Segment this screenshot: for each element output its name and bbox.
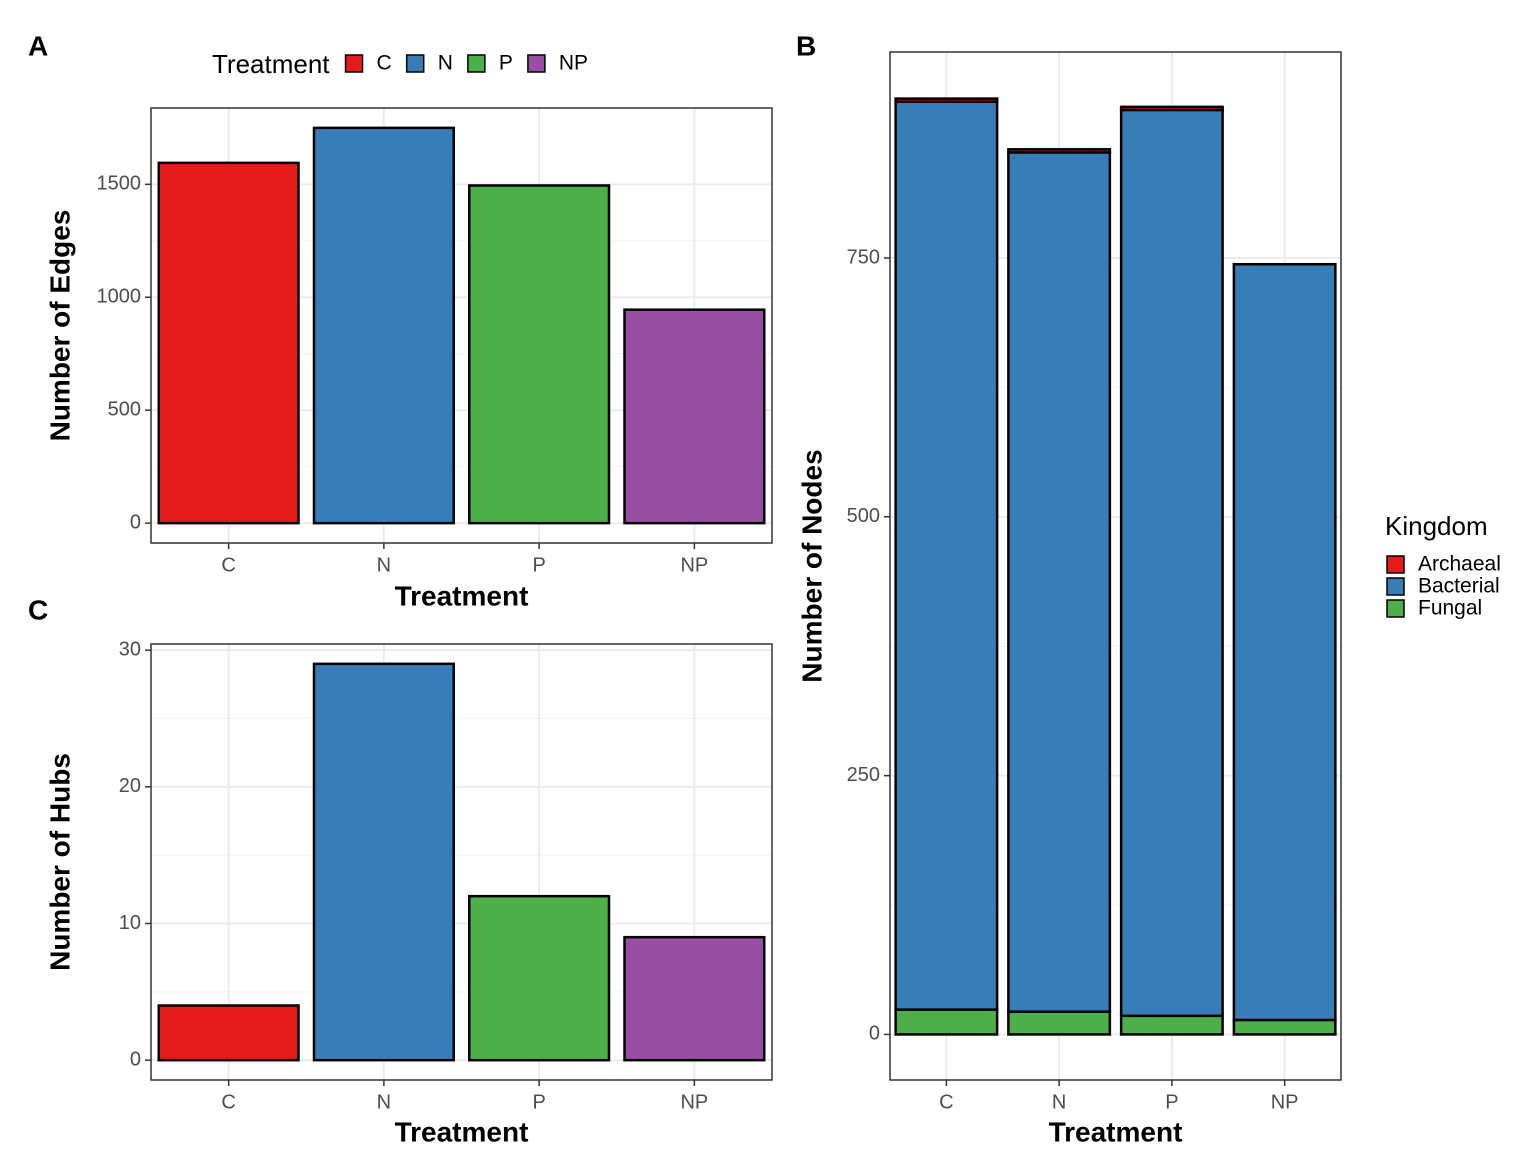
x-tick-label: N bbox=[1052, 1091, 1066, 1113]
bar bbox=[157, 1004, 300, 1062]
y-axis-title: Number of Nodes bbox=[796, 449, 827, 682]
y-axis-title: Number of Hubs bbox=[44, 753, 75, 971]
bar bbox=[623, 935, 766, 1062]
bar-segment bbox=[1007, 1010, 1112, 1036]
panel-border bbox=[150, 107, 773, 544]
x-tick-label: NP bbox=[680, 554, 708, 576]
x-tick-label: NP bbox=[1271, 1091, 1299, 1113]
legend-key bbox=[1386, 555, 1405, 574]
legend-label: N bbox=[438, 52, 453, 75]
legend-key bbox=[1386, 577, 1405, 596]
x-axis-title: Treatment bbox=[395, 1116, 529, 1147]
bar-segment bbox=[894, 1008, 999, 1036]
legend-label: C bbox=[377, 52, 392, 75]
bar bbox=[312, 126, 455, 525]
legend-key bbox=[344, 54, 364, 73]
bar bbox=[157, 161, 300, 525]
legend-key bbox=[405, 54, 425, 73]
bar-segment bbox=[1007, 151, 1112, 1013]
bar-segment bbox=[1232, 1018, 1337, 1036]
panel-border bbox=[150, 643, 773, 1081]
legend-label: Archaeal bbox=[1418, 553, 1501, 576]
bar-segment bbox=[1119, 105, 1224, 112]
bar-segment bbox=[1119, 108, 1224, 1018]
y-tick-label: 0 bbox=[869, 1023, 880, 1045]
legend-key bbox=[527, 54, 546, 73]
y-tick-label: 500 bbox=[847, 505, 880, 527]
legend-label: Fungal bbox=[1418, 597, 1482, 620]
y-tick-label: 1500 bbox=[97, 173, 142, 195]
x-tick-label: P bbox=[532, 1091, 545, 1113]
bar-segment bbox=[1007, 148, 1112, 154]
legend-label: NP bbox=[559, 52, 588, 75]
x-tick-label: P bbox=[1165, 1091, 1178, 1113]
x-tick-label: C bbox=[221, 554, 235, 576]
x-tick-label: C bbox=[221, 1091, 235, 1113]
bar bbox=[468, 894, 611, 1062]
y-tick-label: 10 bbox=[119, 912, 141, 934]
panel-label: A bbox=[28, 30, 48, 61]
panel-label: B bbox=[796, 30, 816, 61]
legend-key bbox=[467, 54, 486, 73]
y-axis-title: Number of Edges bbox=[44, 210, 75, 442]
x-axis-title: Treatment bbox=[395, 580, 529, 611]
y-tick-label: 20 bbox=[119, 775, 141, 797]
y-tick-label: 30 bbox=[119, 638, 141, 660]
x-tick-label: N bbox=[377, 1091, 391, 1113]
bar bbox=[623, 308, 766, 525]
x-tick-label: N bbox=[377, 554, 391, 576]
legend-label: P bbox=[499, 52, 513, 75]
y-tick-label: 1000 bbox=[97, 286, 142, 308]
y-tick-label: 500 bbox=[108, 398, 141, 420]
bar bbox=[312, 662, 455, 1062]
y-tick-label: 750 bbox=[847, 246, 880, 268]
legend-key bbox=[1386, 599, 1405, 618]
bar-segment bbox=[1119, 1014, 1224, 1036]
y-tick-label: 0 bbox=[130, 511, 141, 533]
legend-title: Kingdom bbox=[1385, 511, 1488, 541]
x-tick-label: C bbox=[939, 1091, 953, 1113]
bar-segment bbox=[1232, 262, 1337, 1022]
x-tick-label: NP bbox=[680, 1091, 708, 1113]
legend-label: Bacterial bbox=[1418, 575, 1500, 598]
panel-border bbox=[889, 51, 1342, 1081]
y-tick-label: 250 bbox=[847, 764, 880, 786]
y-tick-label: 0 bbox=[130, 1048, 141, 1070]
panel-label: C bbox=[28, 594, 48, 625]
bar-segment bbox=[894, 97, 999, 103]
x-axis-title: Treatment bbox=[1049, 1116, 1183, 1147]
legend-title: Treatment bbox=[212, 49, 330, 79]
bar-segment bbox=[894, 100, 999, 1011]
bar bbox=[468, 184, 611, 525]
x-tick-label: P bbox=[532, 554, 545, 576]
